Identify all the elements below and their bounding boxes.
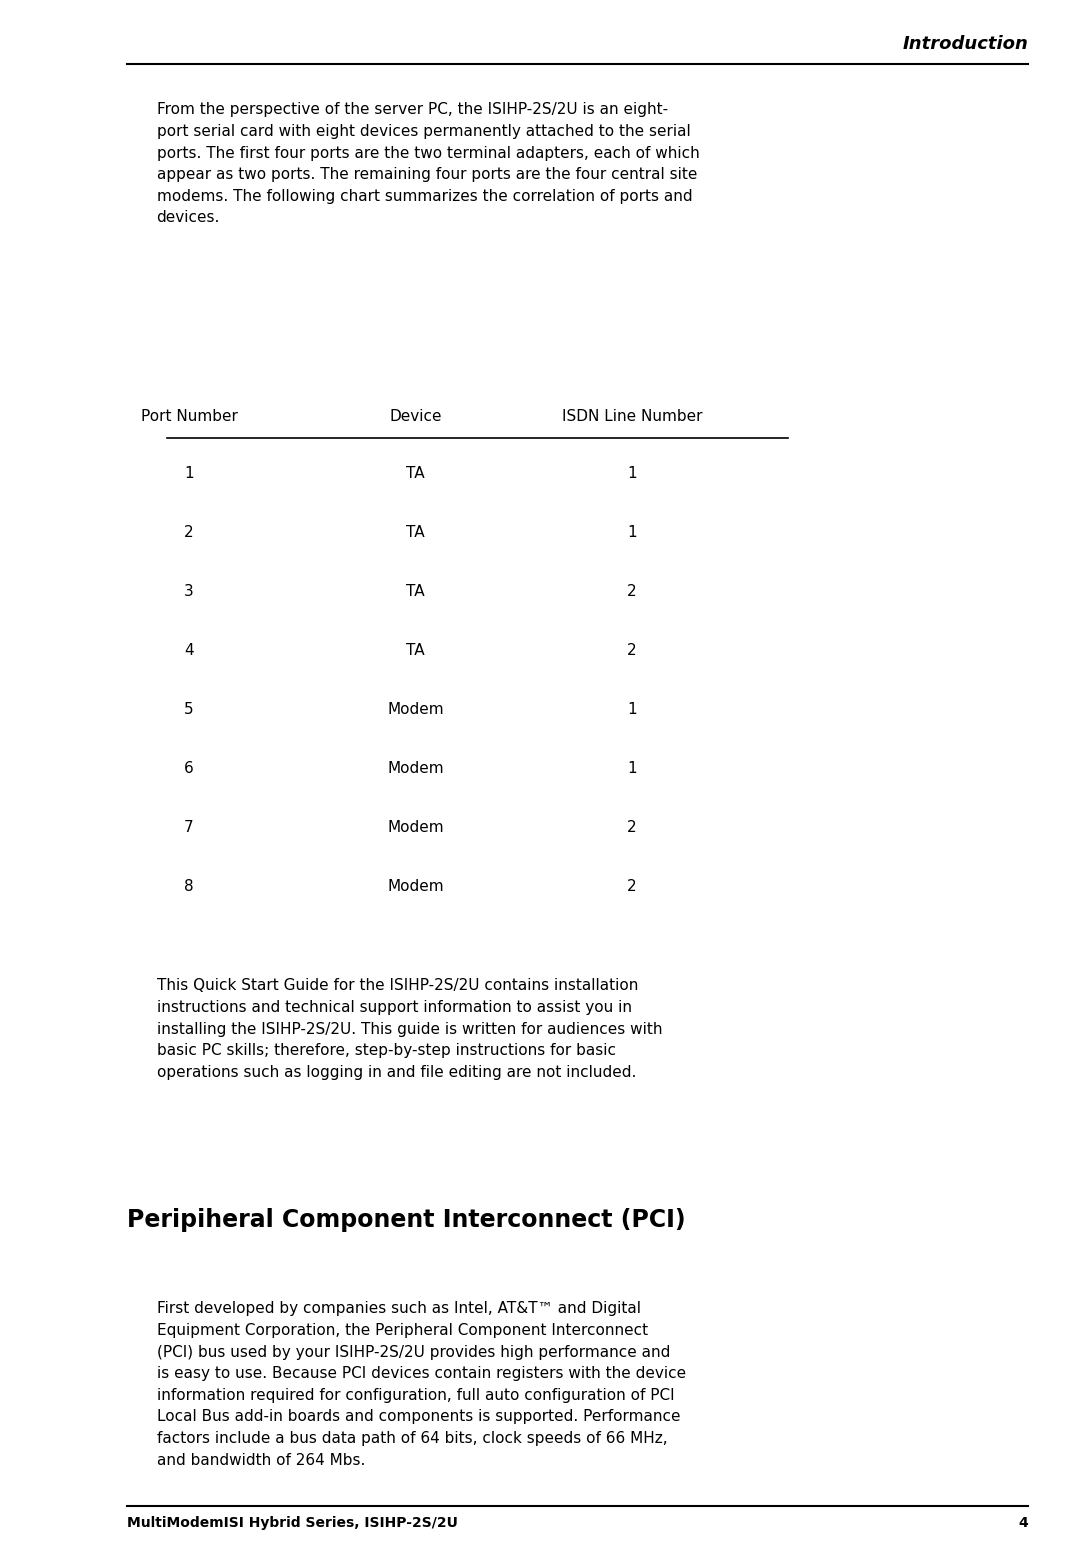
Text: MultiModemISI Hybrid Series, ISIHP-2S/2U: MultiModemISI Hybrid Series, ISIHP-2S/2U xyxy=(127,1516,458,1530)
Text: TA: TA xyxy=(406,643,426,658)
Text: 2: 2 xyxy=(627,584,636,599)
Text: Device: Device xyxy=(390,408,442,424)
Text: Introduction: Introduction xyxy=(902,34,1028,53)
Text: 3: 3 xyxy=(184,584,194,599)
Text: Modem: Modem xyxy=(388,820,444,836)
Text: 4: 4 xyxy=(1018,1516,1028,1530)
Text: 1: 1 xyxy=(627,761,636,776)
Text: 2: 2 xyxy=(627,820,636,836)
Text: 2: 2 xyxy=(627,879,636,895)
Text: Peripiheral Component Interconnect (PCI): Peripiheral Component Interconnect (PCI) xyxy=(127,1208,686,1232)
Text: 2: 2 xyxy=(627,643,636,658)
Text: This Quick Start Guide for the ISIHP-2S/2U contains installation
instructions an: This Quick Start Guide for the ISIHP-2S/… xyxy=(157,978,662,1079)
Text: 1: 1 xyxy=(627,525,636,540)
Text: First developed by companies such as Intel, AT&T™ and Digital
Equipment Corporat: First developed by companies such as Int… xyxy=(157,1301,686,1468)
Text: From the perspective of the server PC, the ISIHP-2S/2U is an eight-
port serial : From the perspective of the server PC, t… xyxy=(157,102,700,225)
Text: 1: 1 xyxy=(185,466,193,481)
Text: 4: 4 xyxy=(185,643,193,658)
Text: 7: 7 xyxy=(185,820,193,836)
Text: Modem: Modem xyxy=(388,761,444,776)
Text: TA: TA xyxy=(406,525,426,540)
Text: TA: TA xyxy=(406,466,426,481)
Text: Modem: Modem xyxy=(388,879,444,895)
Text: 5: 5 xyxy=(185,702,193,717)
Text: 6: 6 xyxy=(184,761,194,776)
Text: 8: 8 xyxy=(185,879,193,895)
Text: 2: 2 xyxy=(185,525,193,540)
Text: Port Number: Port Number xyxy=(140,408,238,424)
Text: TA: TA xyxy=(406,584,426,599)
Text: Modem: Modem xyxy=(388,702,444,717)
Text: 1: 1 xyxy=(627,702,636,717)
Text: ISDN Line Number: ISDN Line Number xyxy=(562,408,702,424)
Text: 1: 1 xyxy=(627,466,636,481)
